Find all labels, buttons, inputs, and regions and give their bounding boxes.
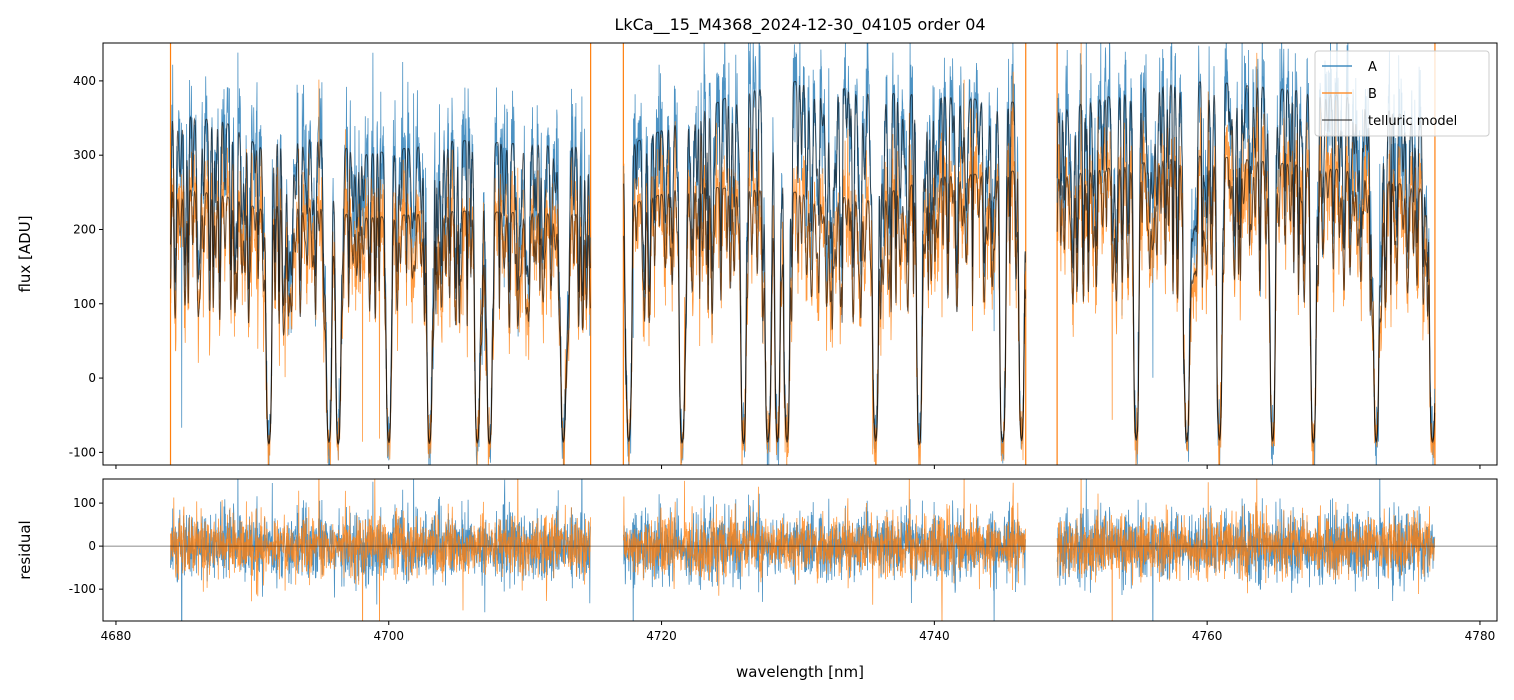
y-tick-label: 100 <box>73 496 96 510</box>
flux-y-label: flux [ADU] <box>16 215 34 292</box>
y-tick-label: -100 <box>69 582 96 596</box>
telluric-model-b-line <box>1056 155 1436 444</box>
y-tick-label: 200 <box>73 222 96 236</box>
telluric-model-a-line <box>1056 81 1436 443</box>
x-tick-label: 4680 <box>101 629 132 643</box>
residual-plot-area <box>103 479 1497 621</box>
y-tick-label: -100 <box>69 445 96 459</box>
residual-b-line <box>623 479 1026 621</box>
legend-label-b: B <box>1368 87 1377 102</box>
residual-axes-frame <box>102 478 1498 622</box>
residual-a-line <box>623 493 1026 621</box>
residual-y-label: residual <box>16 520 34 579</box>
y-tick-label: 100 <box>73 297 96 311</box>
x-tick-label: 4740 <box>919 629 950 643</box>
x-tick-label: 4720 <box>646 629 677 643</box>
x-tick-label: 4760 <box>1192 629 1223 643</box>
x-tick-label: 4780 <box>1465 629 1496 643</box>
chart-title: LkCa__15_M4368_2024-12-30_04105 order 04 <box>614 15 985 35</box>
y-tick-label: 400 <box>73 74 96 88</box>
telluric-model-a-line <box>170 116 591 444</box>
x-tick-label: 4700 <box>373 629 404 643</box>
x-axis-label: wavelength [nm] <box>736 663 864 681</box>
y-tick-label: 0 <box>88 371 96 385</box>
telluric-model-b-line <box>623 170 1026 446</box>
y-tick-label: 300 <box>73 148 96 162</box>
residual-b-line <box>170 479 591 621</box>
legend-label-model: telluric model <box>1368 114 1457 129</box>
y-tick-label: 0 <box>88 539 96 553</box>
flux-plot-area <box>169 43 1436 465</box>
flux-axes-frame <box>102 42 1498 466</box>
telluric-model-a-line <box>623 81 1026 445</box>
series-b-line <box>170 79 591 465</box>
telluric-model-b-line <box>170 189 591 445</box>
legend-box <box>1314 50 1490 137</box>
residual-b-line <box>1056 479 1436 621</box>
legend: A B telluric model <box>1314 50 1490 137</box>
legend-label-a: A <box>1368 60 1377 75</box>
